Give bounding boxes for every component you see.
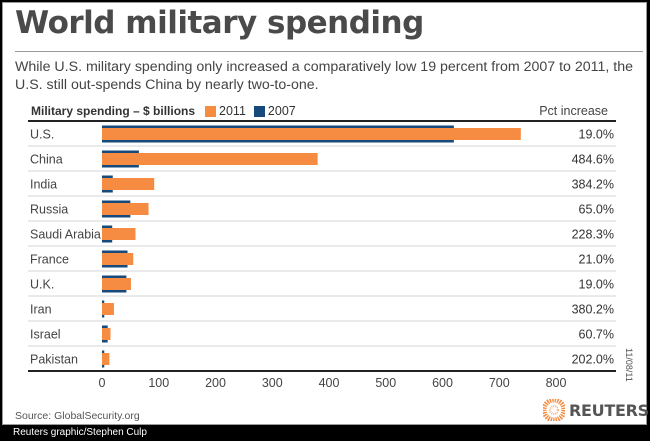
title-divider (15, 51, 643, 52)
x-tick-label: 300 (262, 376, 283, 390)
legend-swatch-2007 (253, 105, 265, 117)
pct-increase-value: 228.3% (572, 228, 614, 242)
pct-increase-value: 380.2% (572, 303, 614, 317)
graphic-credit: Reuters graphic/Stephen Culp (13, 427, 147, 438)
category-label: Israel (30, 328, 61, 342)
pct-increase-value: 19.0% (579, 278, 614, 292)
chart-card: World military spending While U.S. milit… (2, 2, 649, 425)
x-tick-label: 600 (432, 376, 453, 390)
category-label: Russia (30, 203, 68, 217)
date-stamp: 11/08/11 (624, 348, 634, 382)
bar-2011 (102, 328, 111, 340)
x-tick-label: 100 (148, 376, 169, 390)
category-label: India (30, 178, 57, 192)
bar-2011 (102, 128, 521, 140)
reuters-logo: REUTERS (543, 399, 649, 421)
x-tick-label: 700 (489, 376, 510, 390)
x-tick-label: 500 (375, 376, 396, 390)
source-note: Source: GlobalSecurity.org (15, 410, 140, 422)
legend-label-2007: 2007 (267, 104, 296, 118)
bar-2011 (102, 153, 318, 165)
legend-item-2011: 2011 (205, 104, 246, 118)
bar-2011 (102, 303, 114, 315)
pct-increase-value: 21.0% (579, 253, 614, 267)
category-label: Saudi Arabia (30, 228, 101, 242)
reuters-dots-icon (543, 399, 565, 421)
pct-increase-value: 19.0% (579, 128, 614, 142)
x-tick-label: 400 (319, 376, 340, 390)
bar-chart: U.S. 19.0% China 484.6% India 384.2% Russia 65.… (28, 120, 616, 390)
axis-label: Military spending – $ billions (31, 104, 196, 118)
bar-2011 (102, 178, 155, 190)
pct-increase-value: 65.0% (579, 203, 614, 217)
bar-2011 (102, 353, 110, 365)
category-label: Pakistan (30, 353, 78, 367)
x-tick-label: 0 (99, 376, 106, 390)
pct-increase-value: 384.2% (572, 178, 614, 192)
bar-2011 (102, 253, 134, 265)
legend-item-2007: 2007 (253, 104, 296, 118)
chart-subtitle: While U.S. military spending only increa… (15, 59, 633, 93)
chart-title: World military spending (15, 5, 424, 41)
reuters-wordmark: REUTERS (569, 400, 649, 420)
legend-label-2011: 2011 (219, 104, 246, 118)
category-label: Iran (30, 303, 52, 317)
category-label: China (30, 153, 63, 167)
legend-swatch-2011 (205, 105, 217, 117)
x-tick-label: 200 (205, 376, 226, 390)
pct-increase-value: 60.7% (579, 328, 614, 342)
bar-2011 (102, 203, 149, 215)
pct-increase-value: 202.0% (572, 353, 614, 367)
category-label: U.S. (30, 128, 54, 142)
pct-increase-value: 484.6% (572, 153, 614, 167)
category-label: U.K. (30, 278, 54, 292)
bar-2011 (102, 278, 131, 290)
x-tick-label: 800 (546, 376, 567, 390)
bar-2011 (102, 228, 136, 240)
legend: Military spending – $ billions 2011 2007 (31, 104, 304, 118)
pct-increase-header: Pct increase (539, 104, 608, 118)
category-label: France (30, 253, 69, 267)
